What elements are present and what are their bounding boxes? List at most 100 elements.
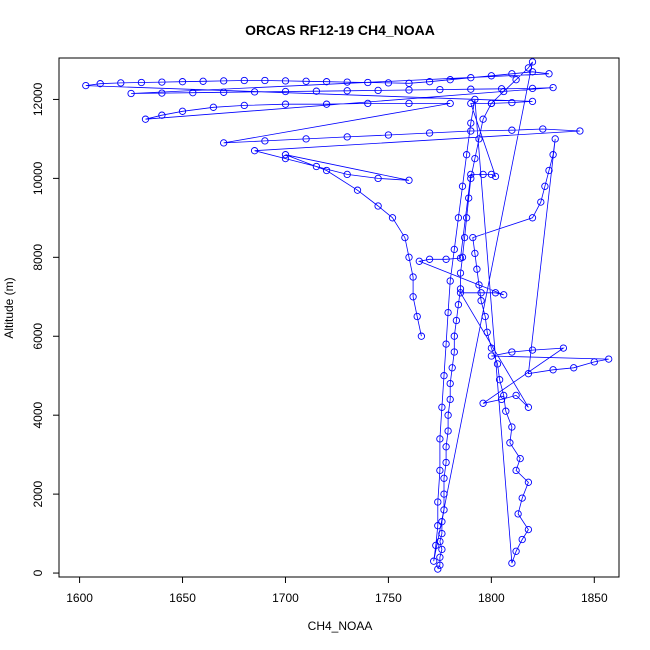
data-point <box>446 277 454 285</box>
data-point <box>518 535 526 544</box>
data-point <box>343 133 351 141</box>
data-point <box>456 269 465 277</box>
data-point <box>467 74 475 82</box>
data-point <box>549 366 557 374</box>
data-point <box>199 77 207 85</box>
data-point <box>549 151 557 159</box>
data-point <box>605 355 613 363</box>
data-point <box>545 166 553 175</box>
data-point <box>483 328 491 336</box>
data-point <box>374 202 382 210</box>
data-point <box>497 395 506 404</box>
data-point <box>409 293 417 301</box>
x-tick-label: 1750 <box>375 591 402 605</box>
data-point <box>475 281 483 289</box>
data-point <box>388 214 397 222</box>
data-point <box>417 332 426 340</box>
data-point <box>434 498 442 506</box>
data-point <box>508 423 516 431</box>
data-point <box>528 68 537 76</box>
data-point <box>281 100 290 108</box>
data-point <box>479 115 487 123</box>
data-point <box>442 443 450 451</box>
data-point <box>512 547 520 555</box>
data-point <box>528 84 537 93</box>
data-point <box>444 427 452 435</box>
data-point <box>364 99 372 108</box>
data-point <box>524 478 533 486</box>
data-point <box>450 332 458 340</box>
data-point <box>508 70 516 78</box>
data-point <box>528 346 537 354</box>
data-point <box>458 182 467 190</box>
data-point <box>487 72 496 80</box>
data-point <box>524 525 533 534</box>
data-point <box>487 344 496 352</box>
data-point <box>524 403 533 411</box>
data-point <box>261 137 269 145</box>
data-point <box>528 97 537 106</box>
data-point <box>312 162 321 171</box>
data-point <box>446 379 454 388</box>
data-point <box>415 257 423 265</box>
data-point <box>462 151 471 159</box>
data-point <box>487 352 496 360</box>
data-point <box>137 78 146 87</box>
data-point <box>551 135 559 143</box>
data-point <box>471 95 479 104</box>
data-point <box>508 98 516 107</box>
data-point <box>432 541 440 550</box>
data-point <box>481 312 489 321</box>
x-axis-label: CH4_NOAA <box>308 619 373 633</box>
data-point <box>462 214 471 222</box>
data-point <box>158 78 166 86</box>
x-tick-label: 1850 <box>581 591 608 605</box>
data-point <box>220 88 228 96</box>
data-point <box>493 360 502 368</box>
data-point <box>82 81 90 90</box>
data-point <box>440 474 448 482</box>
data-point <box>374 174 382 183</box>
data-point <box>436 466 444 475</box>
data-point <box>450 348 458 356</box>
data-point <box>477 297 485 305</box>
data-point <box>469 233 477 242</box>
data-point <box>477 289 485 297</box>
data-point <box>436 435 444 443</box>
data-point <box>456 289 465 297</box>
data-point <box>446 99 454 108</box>
data-point <box>487 170 496 179</box>
data-point <box>524 64 533 72</box>
data-point <box>434 522 442 530</box>
data-point <box>405 176 413 184</box>
data-point <box>343 170 351 179</box>
y-tick-label: 6000 <box>31 323 45 350</box>
data-point <box>436 85 444 94</box>
data-point <box>456 254 465 262</box>
data-point <box>438 545 446 554</box>
data-point <box>528 58 537 66</box>
y-axis: 0 2000 4000 6000 8000 10000 12000 <box>31 82 60 576</box>
y-tick-label: 8000 <box>31 244 45 271</box>
data-layer <box>82 58 613 573</box>
data-point <box>405 86 413 94</box>
data-point <box>436 553 444 561</box>
data-point <box>508 126 516 134</box>
data-point <box>178 107 187 115</box>
data-point <box>442 458 450 467</box>
data-point <box>250 88 259 96</box>
data-point <box>302 135 310 143</box>
data-point <box>508 348 516 356</box>
data-point <box>479 399 487 407</box>
data-point <box>446 395 454 404</box>
data-point <box>448 364 456 372</box>
data-point <box>240 101 248 110</box>
data-point <box>322 100 331 108</box>
data-point <box>502 407 510 415</box>
data-point <box>250 147 259 155</box>
data-point <box>178 78 187 86</box>
data-point <box>454 301 463 309</box>
data-point <box>158 111 166 119</box>
data-point <box>438 403 446 411</box>
